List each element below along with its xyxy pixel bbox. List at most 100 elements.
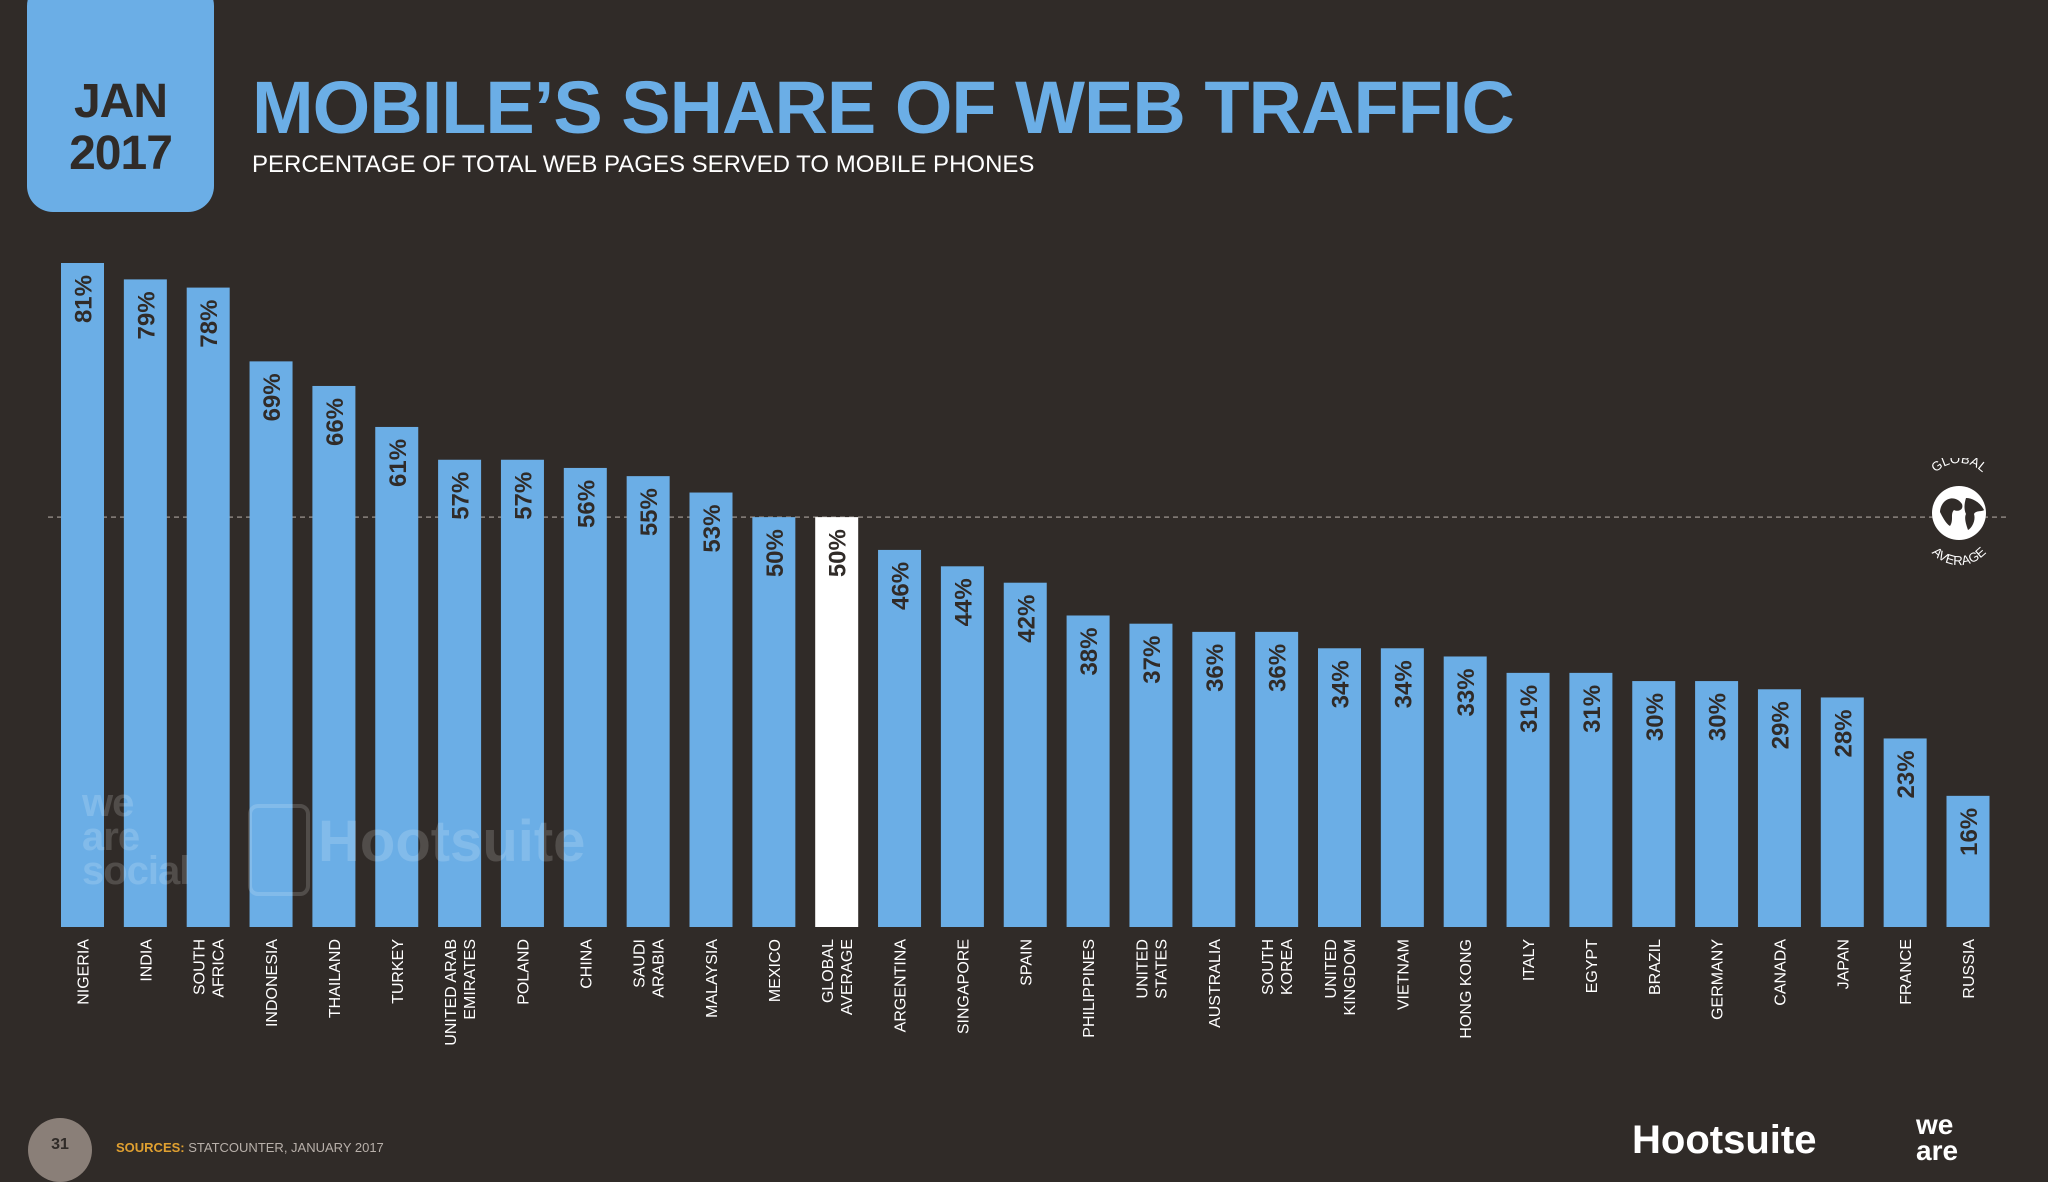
- bar-value-label: 78%: [196, 300, 223, 348]
- bar: [1695, 681, 1739, 927]
- bar: [689, 492, 733, 927]
- bar: [438, 459, 482, 927]
- bar-value-label: 81%: [71, 275, 98, 323]
- bar-value-label: 23%: [1893, 750, 1920, 798]
- category-label: UNITED ARAB: [443, 939, 460, 1046]
- bar: [1820, 697, 1864, 927]
- globe-label-top: GLOBAL: [1928, 458, 1990, 475]
- globe-label-bottom: AVERAGE: [1929, 544, 1989, 568]
- bar: [1632, 681, 1676, 927]
- category-label: MEXICO: [767, 939, 784, 1002]
- bar-value-label: 61%: [385, 439, 412, 487]
- bar-value-label: 79%: [133, 291, 160, 339]
- we-are-social-watermark: we are social: [82, 781, 190, 893]
- source-text: SOURCES: STATCOUNTER, JANUARY 2017: [116, 1140, 384, 1155]
- bar: [1255, 631, 1299, 927]
- date-badge: JAN 2017: [27, 0, 214, 212]
- category-label: AUSTRALIA: [1207, 939, 1224, 1028]
- category-label: EMIRATES: [462, 939, 479, 1020]
- bar: [626, 476, 670, 927]
- category-label: JAPAN: [1835, 939, 1852, 989]
- bar: [312, 385, 356, 927]
- bar-value-label: 66%: [322, 398, 349, 446]
- bar: [1506, 672, 1550, 927]
- bar: [878, 549, 922, 927]
- category-label: AFRICA: [211, 939, 228, 998]
- bar: [61, 263, 104, 927]
- bar: [186, 287, 230, 927]
- category-label: CHINA: [578, 939, 595, 989]
- category-label: THAILAND: [327, 939, 344, 1018]
- category-label: UNITED: [1323, 939, 1340, 999]
- bar: [563, 467, 607, 927]
- bar: [1003, 582, 1047, 927]
- bar: [815, 517, 859, 927]
- category-label: BRAZIL: [1647, 939, 1664, 995]
- category-label: STATES: [1153, 939, 1170, 999]
- category-label: INDONESIA: [264, 939, 281, 1027]
- bar: [1443, 656, 1487, 927]
- bar-value-label: 30%: [1705, 693, 1732, 741]
- category-label: VIETNAM: [1395, 939, 1412, 1010]
- bar: [1129, 623, 1173, 927]
- category-label: PHILIPPINES: [1081, 939, 1098, 1038]
- bar-value-label: 57%: [510, 472, 537, 520]
- bar: [1192, 631, 1236, 927]
- category-label: CANADA: [1772, 939, 1789, 1006]
- bar-value-label: 57%: [448, 472, 475, 520]
- bar-value-label: 69%: [259, 373, 286, 421]
- category-label: RUSSIA: [1961, 939, 1978, 999]
- bar: [1380, 648, 1424, 927]
- bar-value-label: 33%: [1453, 668, 1480, 716]
- category-label: TURKEY: [390, 939, 407, 1004]
- bar: [1569, 672, 1613, 927]
- bar-value-label: 36%: [1202, 644, 1229, 692]
- bar: [752, 517, 796, 927]
- category-label: AVERAGE: [839, 939, 856, 1015]
- bar-value-label: 28%: [1830, 709, 1857, 757]
- bar: [940, 566, 984, 927]
- category-label: KINGDOM: [1342, 939, 1359, 1015]
- globe-icon: GLOBAL AVERAGE: [1928, 458, 1990, 568]
- page-number: 31: [28, 1118, 92, 1182]
- footer-hootsuite-logo: Hootsuite: [1632, 1118, 1817, 1162]
- bar-value-label: 50%: [825, 529, 852, 577]
- badge-year: 2017: [69, 127, 173, 180]
- category-label: SOUTH: [192, 939, 209, 995]
- bar: [1757, 689, 1801, 927]
- footer-we-are-social-logo: we are: [1916, 1109, 1959, 1166]
- bar: [1883, 738, 1927, 927]
- bar: [249, 361, 293, 927]
- category-label: SOUTH: [1260, 939, 1277, 995]
- category-label: ARABIA: [651, 939, 668, 998]
- hootsuite-watermark: Hootsuite: [318, 809, 586, 874]
- category-label: SAUDI: [632, 939, 649, 988]
- bar: [1318, 648, 1361, 927]
- badge-month: JAN: [73, 75, 168, 128]
- bar-value-label: 34%: [1390, 660, 1417, 708]
- bar-value-label: 31%: [1579, 685, 1606, 733]
- bar-value-label: 46%: [888, 562, 915, 610]
- bar: [123, 279, 167, 928]
- owl-logo-watermark-icon: [248, 804, 310, 896]
- page-subtitle: PERCENTAGE OF TOTAL WEB PAGES SERVED TO …: [252, 151, 1035, 178]
- category-label: GLOBAL: [820, 939, 837, 1003]
- bar-value-label: 36%: [1265, 644, 1292, 692]
- bar-value-label: 38%: [1076, 627, 1103, 675]
- bar-value-label: 30%: [1642, 693, 1669, 741]
- category-label: GERMANY: [1710, 939, 1727, 1020]
- category-label: ARGENTINA: [893, 939, 910, 1033]
- bar: [500, 459, 544, 927]
- category-label: KOREA: [1279, 939, 1296, 995]
- bar-value-label: 55%: [636, 488, 663, 536]
- bar-value-label: 50%: [762, 529, 789, 577]
- category-label: NIGERIA: [76, 939, 93, 1005]
- category-label: ITALY: [1521, 939, 1538, 981]
- bar-value-label: 34%: [1328, 660, 1355, 708]
- category-label: MALAYSIA: [704, 939, 721, 1018]
- bar-value-label: 31%: [1516, 685, 1543, 733]
- category-label: EGYPT: [1584, 939, 1601, 993]
- bar: [1066, 615, 1110, 927]
- category-label: POLAND: [515, 939, 532, 1005]
- bar-value-label: 56%: [573, 480, 600, 528]
